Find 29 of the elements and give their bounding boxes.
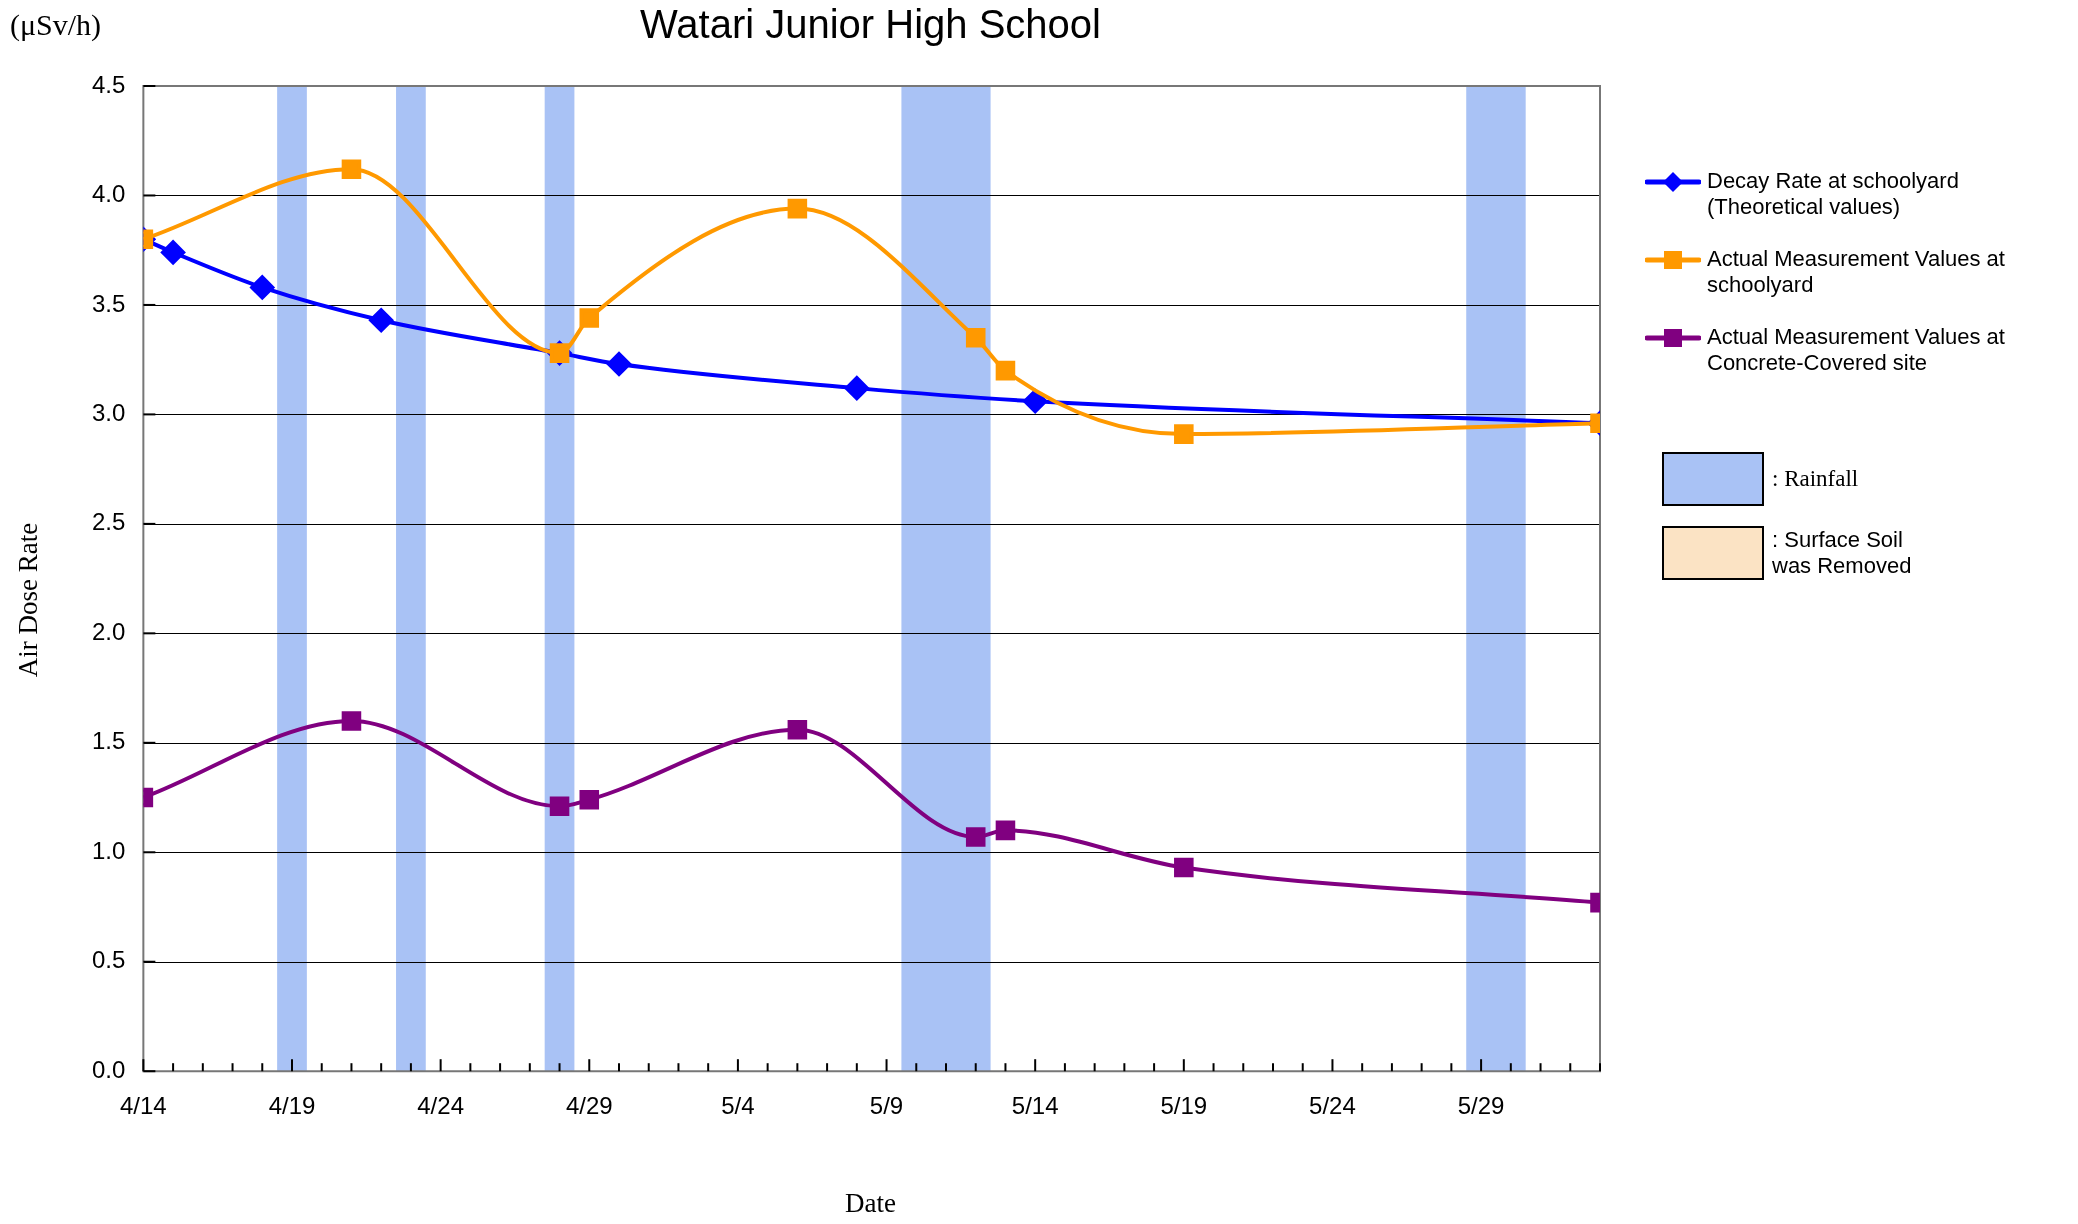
x-tick-label: 5/14 [1011,1092,1059,1120]
legend-label: Actual Measurement Values at schoolyard [1707,246,2006,298]
text: (μSv/h) [10,8,102,42]
x-tick-label: 5/4 [721,1092,755,1120]
x-tick-label: 5/24 [1309,1092,1356,1120]
x-tick-label: 5/9 [869,1092,904,1120]
x-tick-label: 5/19 [1160,1092,1208,1120]
y-tick-label: 0.5 [91,946,126,974]
legend-label: Actual Measurement Values at Concrete-Covered site [1707,324,2006,376]
y-tick-label: 4.0 [91,180,126,208]
y-tick-label: 2.0 [91,617,126,645]
text: : Surface Soil was Removed [1772,527,1913,579]
y-axis-title: Air Dose Rate [12,522,44,678]
x-tick-label: 4/24 [417,1092,464,1120]
chart-title: Watari Junior High School [639,2,1102,47]
y-tick-label: 1.0 [91,836,126,864]
x-tick-label: 4/29 [565,1092,613,1120]
y-tick-label: 3.0 [91,399,126,427]
text: : Rainfall [1772,466,1860,492]
legend-label: Decay Rate at schoolyard (Theoretical values) [1707,168,1960,220]
x-tick-label: 5/29 [1457,1092,1505,1120]
x-tick-label: 4/14 [120,1092,167,1120]
x-axis-title: Date [844,1188,897,1219]
y-tick-label: 0.0 [91,1055,126,1083]
y-tick-label: 2.5 [91,508,126,536]
y-tick-label: 3.5 [91,289,126,317]
y-tick-label: 4.5 [91,70,126,98]
y-tick-label: 1.5 [91,727,126,755]
x-tick-label: 4/19 [268,1092,316,1120]
